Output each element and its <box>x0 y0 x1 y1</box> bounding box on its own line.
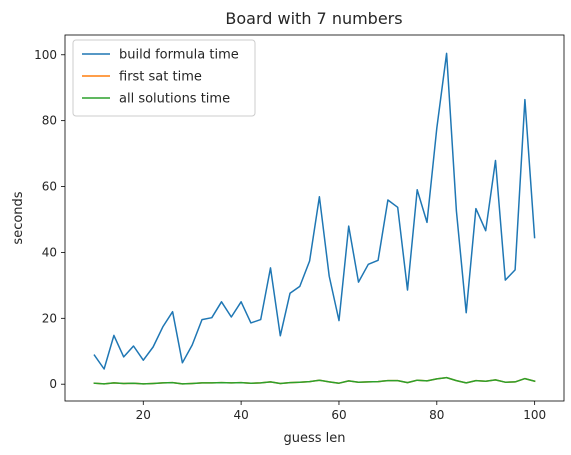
y-tick-label: 40 <box>42 245 57 259</box>
plot-frame <box>64 34 565 402</box>
x-tick-label: 20 <box>136 408 151 422</box>
x-axis-label: guess len <box>283 431 345 446</box>
x-tick-label: 40 <box>233 408 248 422</box>
legend: build formula time first sat time all solu… <box>72 39 256 117</box>
legend-entry-label: first sat time <box>119 70 202 85</box>
x-tick-label: 80 <box>429 408 444 422</box>
plot-area <box>93 52 536 385</box>
legend-box <box>72 39 256 117</box>
y-tick-label: 60 <box>42 180 57 194</box>
y-tick-label: 0 <box>49 377 57 391</box>
x-tick-label: 60 <box>331 408 346 422</box>
y-axis-ticks: 0 20 40 60 80 100 <box>34 48 65 391</box>
y-axis-label: seconds <box>11 191 26 244</box>
y-tick-label: 80 <box>42 114 57 128</box>
x-tick-label: 100 <box>523 408 546 422</box>
x-axis-ticks: 20 40 60 80 100 <box>136 401 546 422</box>
legend-entry-label: all solutions time <box>119 92 230 107</box>
legend-entry-label: build formula time <box>119 48 239 63</box>
y-tick-label: 20 <box>42 311 57 325</box>
y-tick-label: 100 <box>34 48 57 62</box>
chart-title: Board with 7 numbers <box>225 9 402 28</box>
series-line-1 <box>93 52 536 370</box>
series-line-3 <box>93 376 536 385</box>
